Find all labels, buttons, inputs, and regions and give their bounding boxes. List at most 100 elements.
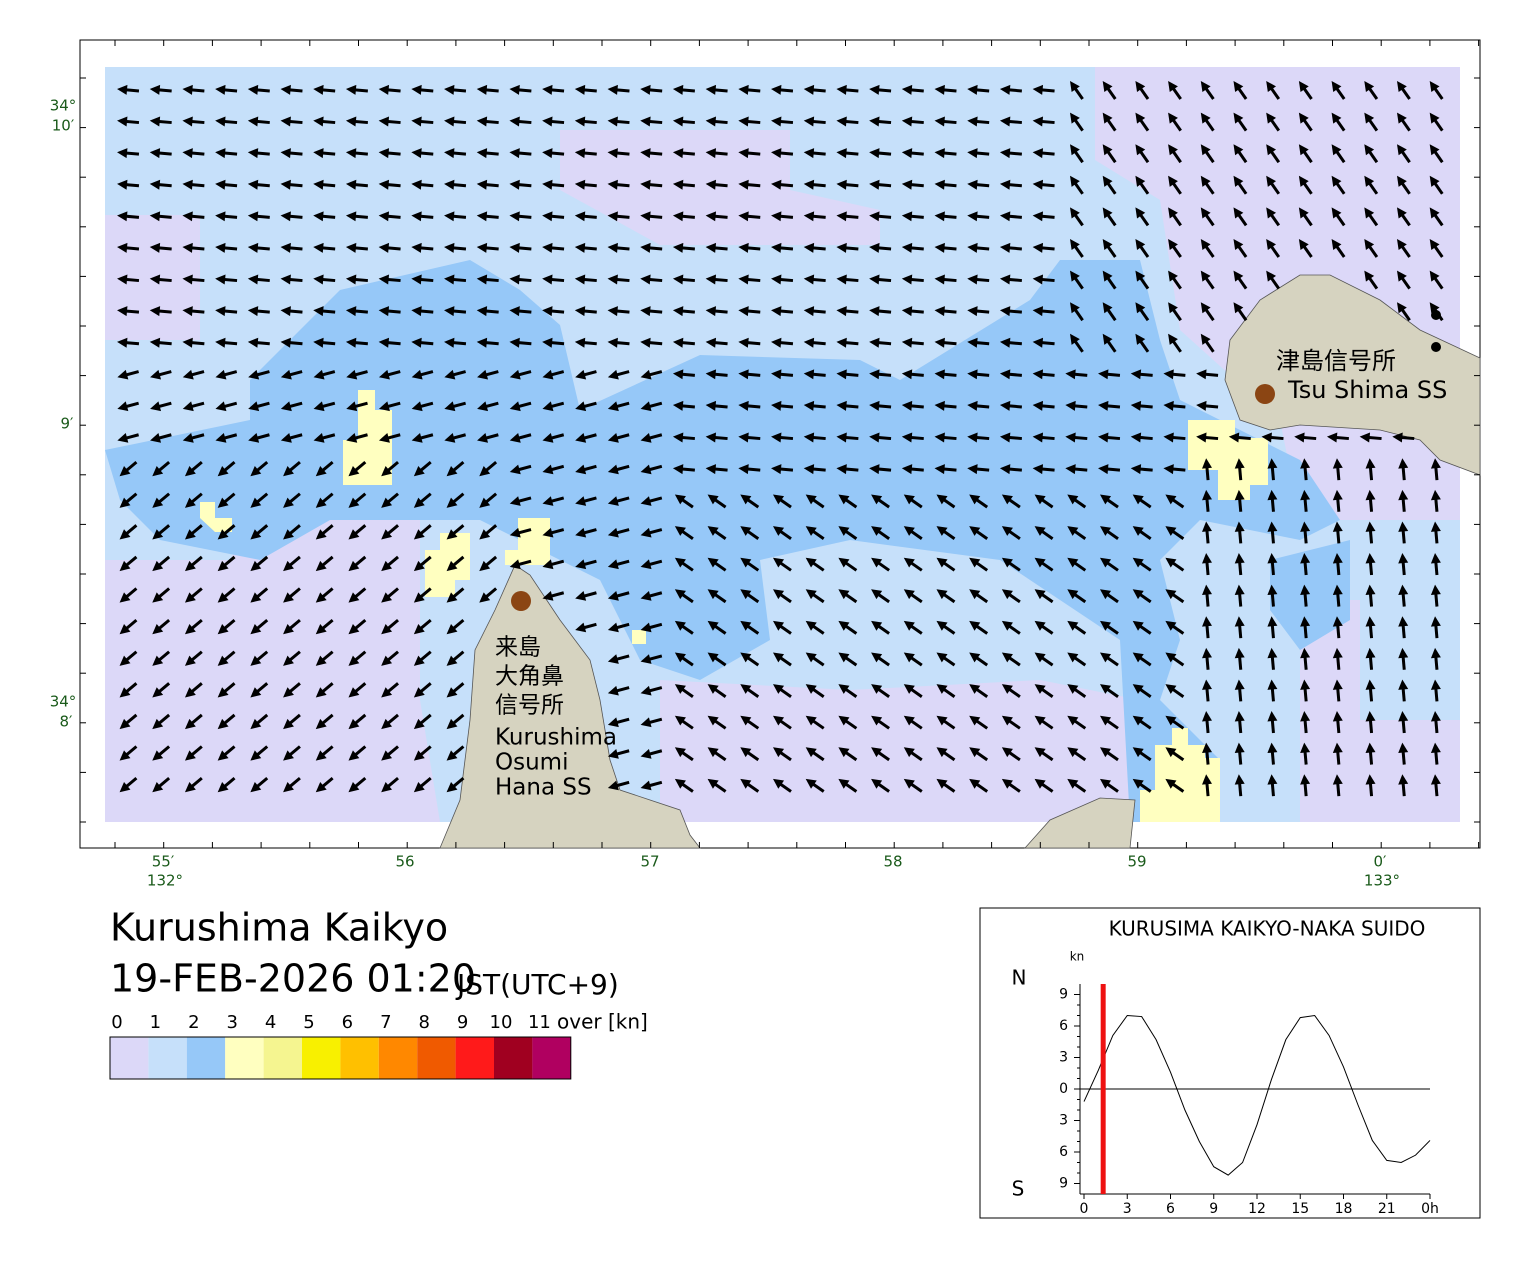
arrow-head: [446, 466, 458, 477]
x-tick-label: 3: [1123, 1201, 1132, 1217]
arrow-head: [313, 211, 324, 222]
arrow-head: [803, 116, 815, 127]
arrow-head: [1267, 742, 1278, 754]
arrow-head: [1202, 521, 1212, 532]
title: Kurushima Kaikyo: [110, 906, 448, 950]
arrow-head: [1034, 494, 1046, 505]
arrow-head: [1398, 521, 1409, 532]
arrow-head: [280, 369, 292, 380]
arrow-head: [184, 624, 196, 635]
arrow-head: [999, 242, 1011, 253]
arrow-head: [1332, 553, 1343, 564]
arrow-head: [1300, 774, 1311, 785]
arrow-head: [607, 559, 619, 570]
lat-label: 9′: [61, 415, 75, 433]
arrow-head: [413, 560, 425, 572]
arrow-head: [805, 715, 817, 726]
arrow-head: [934, 369, 945, 380]
arrow-head: [672, 306, 684, 317]
arrow-head: [152, 750, 164, 761]
lon-label: 0′: [1374, 853, 1388, 871]
arrow-head: [1298, 207, 1309, 219]
arrow-head: [607, 749, 619, 759]
arrow-head: [1267, 521, 1278, 532]
arrow-head: [838, 620, 850, 631]
arrow-head: [640, 433, 652, 443]
arrow-head: [348, 529, 360, 540]
arrow-head: [999, 306, 1011, 317]
arrow-head: [117, 274, 128, 285]
arrow-head: [345, 116, 357, 127]
arrow-head: [378, 369, 390, 380]
arrow-head: [313, 337, 324, 348]
x-tick-label: 15: [1291, 1201, 1309, 1217]
dot: [1431, 310, 1441, 320]
arrow-head: [1233, 238, 1244, 251]
arrow-head: [969, 715, 981, 726]
arrow-head: [1034, 715, 1046, 726]
arrow-head: [117, 211, 128, 222]
arrow-head: [999, 274, 1011, 285]
arrow-head: [1398, 679, 1409, 690]
arrow-head: [149, 148, 161, 159]
arrow-head: [740, 589, 752, 600]
arrow-head: [672, 432, 684, 443]
arrow-head: [999, 464, 1011, 475]
arrow-head: [1326, 432, 1338, 443]
y-tick-label: 6: [1059, 1144, 1068, 1160]
arrow-head: [542, 464, 554, 475]
arrow-head: [444, 369, 456, 380]
arrow-head: [575, 496, 587, 506]
arrow-head: [315, 750, 327, 761]
dot: [1431, 342, 1441, 352]
arrow-head: [967, 369, 978, 380]
lon-label: 132°: [147, 872, 183, 890]
arrow-head: [509, 337, 520, 348]
arrow-head: [378, 179, 390, 190]
arrow-head: [1398, 711, 1409, 722]
arrow-head: [738, 84, 749, 95]
arrow-head: [444, 211, 455, 222]
arrow-head: [1234, 679, 1245, 690]
arrow-head: [740, 778, 752, 789]
arrow-head: [575, 591, 587, 601]
arrow-head: [674, 620, 686, 631]
arrow-head: [1200, 112, 1211, 124]
legend-label: 4: [265, 1012, 276, 1033]
arrow-head: [805, 526, 817, 536]
arrow-head: [1135, 80, 1146, 93]
arrow-head: [901, 148, 913, 159]
arrow-head: [1001, 715, 1013, 726]
arrow-head: [934, 211, 945, 222]
arrow-head: [217, 655, 229, 666]
arrow-head: [509, 401, 521, 412]
arrow-head: [1168, 175, 1178, 187]
arrow-head: [901, 116, 913, 127]
arrow-head: [444, 84, 455, 95]
arrow-head: [283, 560, 294, 572]
legend-swatch: [225, 1037, 264, 1079]
arrow-head: [1135, 270, 1146, 282]
arrow-head: [345, 211, 357, 222]
arrow-head: [674, 526, 686, 536]
arrow-head: [901, 242, 913, 253]
arrow-head: [217, 529, 229, 540]
station-name-ja: 津島信号所: [1276, 347, 1396, 375]
arrow-head: [672, 400, 684, 411]
tide-curve: [1083, 1014, 1431, 1176]
arrow-head: [1332, 711, 1343, 722]
arrow-head: [1233, 302, 1244, 314]
arrow-head: [1102, 112, 1113, 124]
arrow-head: [381, 718, 393, 730]
arrow-head: [542, 559, 554, 570]
arrow-head: [1396, 144, 1407, 156]
station-name-en: Kurushima: [495, 725, 617, 751]
arrow-head: [674, 684, 686, 694]
arrow-head: [476, 337, 488, 348]
arrow-head: [1067, 557, 1079, 568]
arrow-head: [283, 466, 294, 477]
arrow-head: [903, 526, 915, 536]
arrow-head: [672, 337, 684, 348]
arrow-head: [738, 148, 749, 159]
arrow-head: [969, 747, 981, 758]
